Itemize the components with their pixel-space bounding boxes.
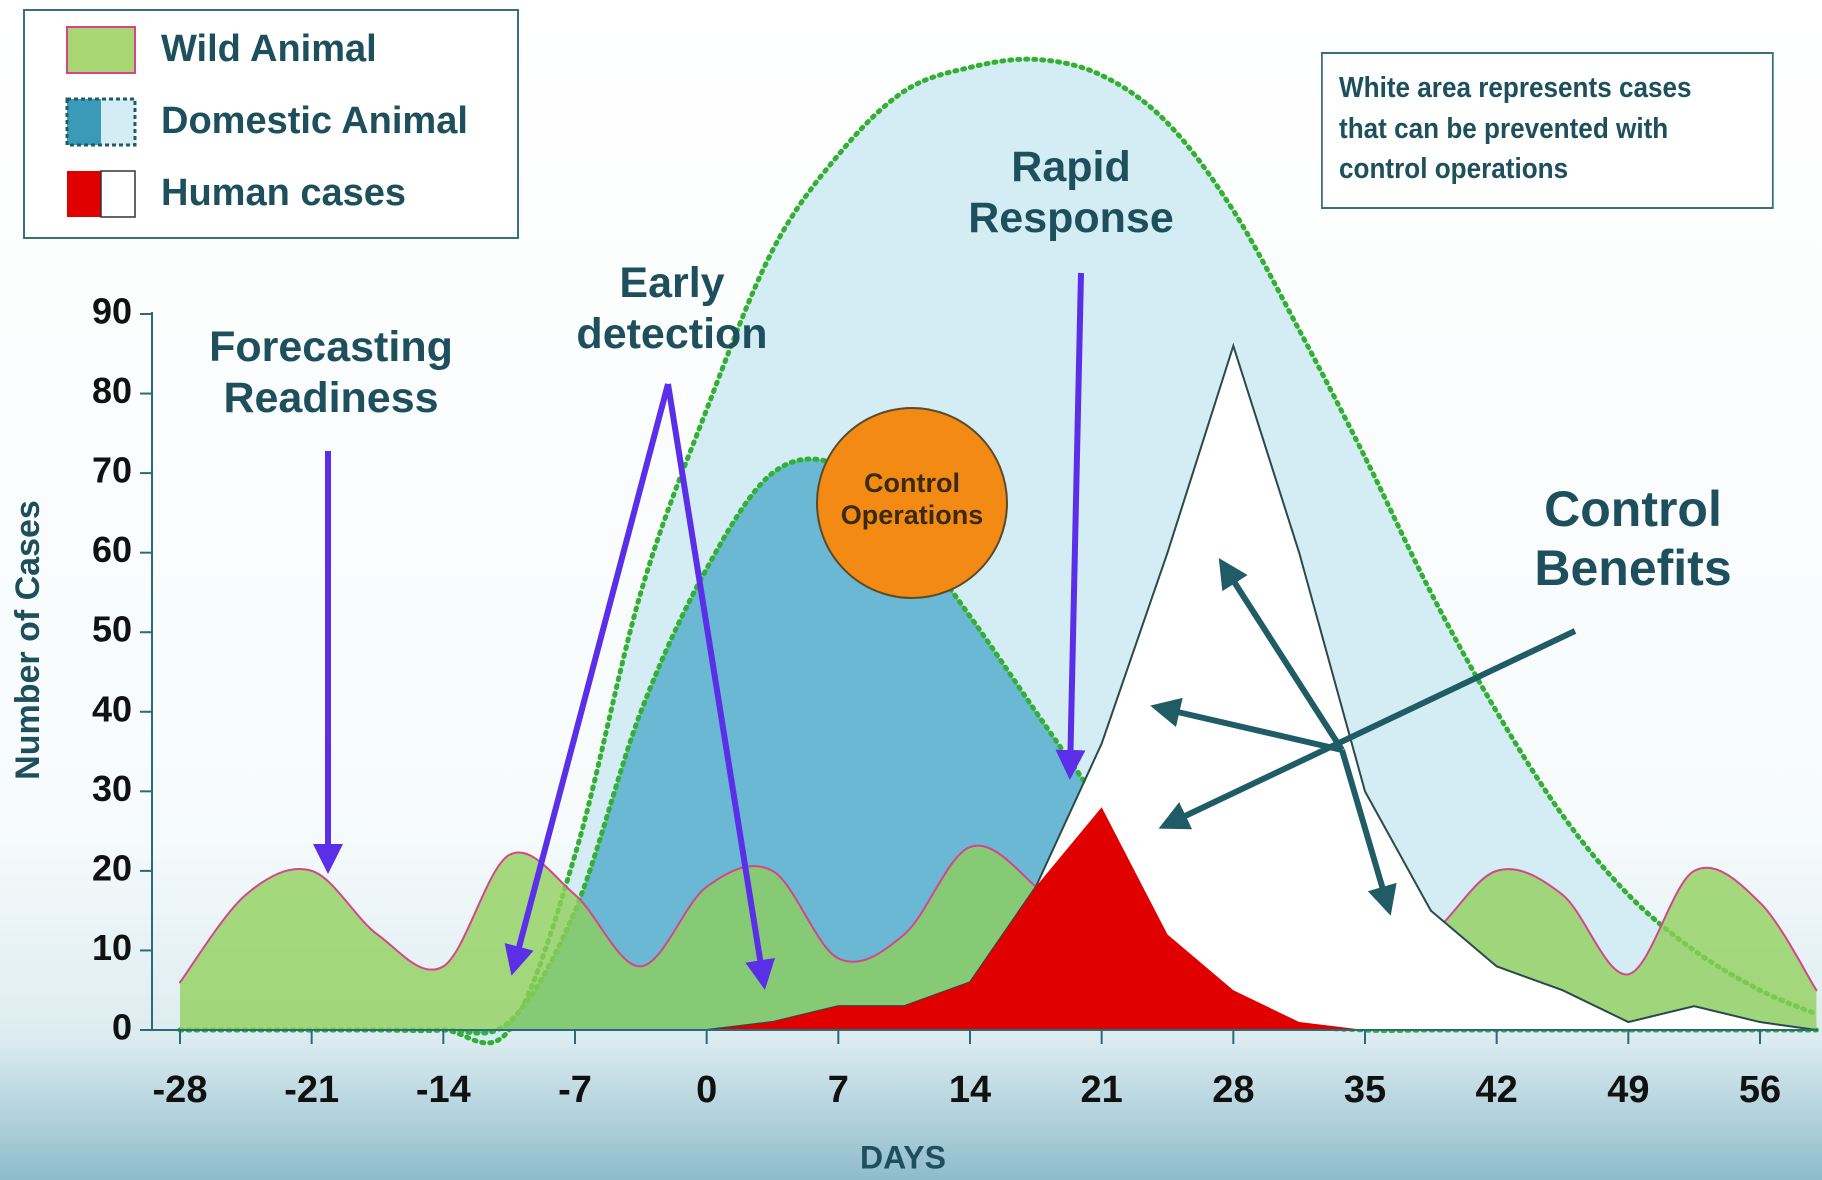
arrow	[1339, 749, 1397, 916]
x-tick-label: 0	[696, 1069, 717, 1111]
x-tick-label: 28	[1212, 1069, 1254, 1111]
arrow	[1055, 272, 1086, 780]
arrow	[1158, 628, 1577, 830]
legend-swatches: Wild Animal Domestic Animal Human cases	[65, 26, 468, 218]
arrow	[1218, 557, 1345, 752]
annotation: Control Operations	[840, 468, 984, 530]
area	[180, 807, 1817, 1030]
y-axis-label: Number of Cases	[9, 500, 47, 780]
y-tick-label: 90	[92, 291, 132, 332]
x-tick-label: -21	[284, 1069, 339, 1111]
legend-swatch	[67, 99, 101, 145]
legend-swatch	[65, 97, 137, 147]
y-tick-label: 20	[92, 847, 132, 888]
legend-swatch	[67, 171, 101, 217]
x-tick-label: -7	[558, 1069, 592, 1111]
x-tick-label: 14	[949, 1069, 991, 1111]
area	[180, 59, 1817, 1043]
y-tick-label: 60	[92, 529, 132, 570]
control-operations-circle	[816, 407, 1008, 599]
legend-swatch	[100, 170, 136, 218]
x-tick-label: 35	[1344, 1069, 1386, 1111]
x-tick-label: 21	[1081, 1069, 1123, 1111]
arrow	[665, 383, 776, 990]
annotation: Rapid Response	[968, 143, 1174, 242]
arrow	[1150, 697, 1343, 753]
y-tick-label: 80	[92, 370, 132, 411]
x-tick-label: 56	[1739, 1069, 1781, 1111]
legend-label: Domestic Animal	[161, 100, 468, 142]
legend-swatch	[101, 99, 135, 145]
area-outline	[177, 56, 1819, 1046]
y-tick-label: 50	[92, 609, 132, 650]
y-tick-label: 70	[92, 450, 132, 491]
annotation: Forecasting Readiness	[209, 323, 453, 422]
legend: Wild Animal Domestic Animal Human cases	[23, 9, 519, 239]
y-tick-label: 30	[92, 768, 132, 809]
annotation: Early detection	[576, 259, 768, 358]
annotation: Control Benefits	[1534, 481, 1732, 596]
note-box: White area represents cases that can be …	[1321, 52, 1774, 209]
y-tick-label: 0	[112, 1007, 132, 1048]
legend-swatch	[66, 26, 136, 74]
axes: 0 10 20 30 40 50 60 70 80 90 -28 -21 -14 -7 0 7 14 21 28 35…	[92, 291, 1817, 1111]
arrow	[504, 383, 671, 976]
x-tick-label: 42	[1476, 1069, 1518, 1111]
area-outline	[179, 844, 1818, 992]
legend-label: Wild Animal	[161, 28, 377, 70]
arrows	[313, 272, 1577, 990]
x-tick-label: -28	[153, 1069, 208, 1111]
x-tick-label: 49	[1607, 1069, 1649, 1111]
x-tick-label: -14	[416, 1069, 471, 1111]
x-axis-label: DAYS	[860, 1139, 946, 1175]
y-tick-label: 10	[92, 927, 132, 968]
y-tick-label: 40	[92, 688, 132, 729]
x-tick-label: 7	[828, 1069, 849, 1111]
legend-label: Human cases	[161, 172, 406, 214]
area	[180, 458, 1817, 1034]
